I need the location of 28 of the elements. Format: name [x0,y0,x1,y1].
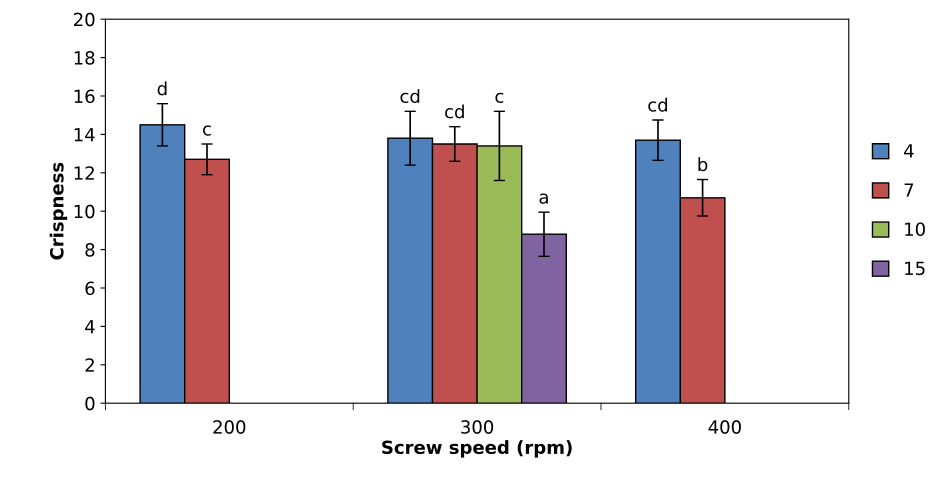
y-tick-label: 4 [85,320,95,334]
x-tick-label: 400 [708,420,741,434]
data-label: d [158,81,166,96]
x-tick-label: 300 [461,420,494,434]
y-tick-label: 10 [74,204,94,218]
x-tick-label: 200 [213,420,246,434]
legend-label: 7 [904,183,914,197]
y-tick-label: 18 [74,51,94,65]
y-tick-label: 2 [86,358,94,372]
legend-label: 4 [904,144,914,158]
data-label: c [203,125,211,136]
legend-label: 15 [905,262,925,276]
data-label: cd [445,104,464,118]
y-tick-label: 0 [85,396,94,410]
y-axis-title: Crispness [50,162,68,260]
data-label: b [698,157,708,172]
y-tick-label: 16 [74,89,95,104]
y-tick-label: 12 [74,166,94,180]
x-axis-title: Screw speed (rpm) [382,440,572,458]
data-label: c [495,92,504,104]
y-tick-label: 20 [74,12,94,26]
y-tick-label: 8 [85,243,94,257]
data-label: cd [648,98,668,112]
y-tick-label: 6 [85,281,95,296]
data-label: a [540,193,548,204]
data-label: cd [400,89,420,104]
y-tick-label: 14 [74,128,95,142]
legend-label: 10 [905,222,925,236]
